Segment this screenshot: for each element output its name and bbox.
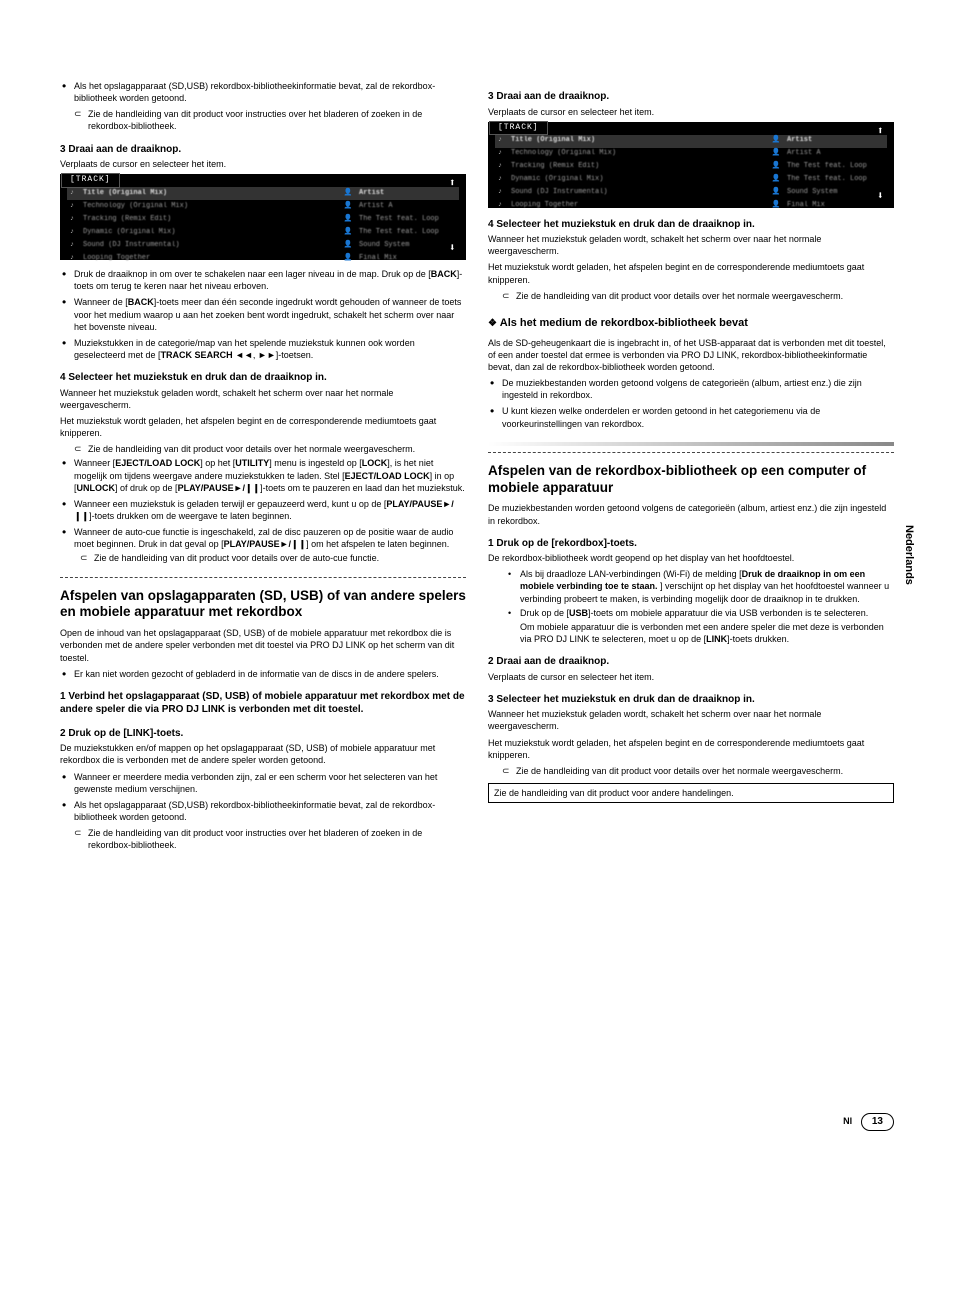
step-a2-p: De muziekstukken en/of mappen op het ops… [60, 742, 466, 766]
list-item: De muziekbestanden worden getoond volgen… [502, 377, 894, 401]
list-item: Wanneer er meerdere media verbonden zijn… [74, 771, 466, 795]
track-row: ♪Tracking (Remix Edit)👤The Test feat. Lo… [67, 213, 459, 226]
track-row: ♪Tracking (Remix Edit)👤The Test feat. Lo… [495, 161, 887, 174]
pre-bullets: Als het opslagapparaat (SD,USB) rekordbo… [60, 80, 466, 104]
page-number: 13 [861, 1113, 894, 1131]
up-icon: ⬆ [877, 125, 891, 140]
list-item: Zie de handleiding van dit product voor … [516, 290, 894, 302]
step-a1: 1 Verbind het opslagapparaat (SD, USB) o… [60, 690, 466, 717]
section-b-title: Afspelen van de rekordbox-bibliotheek op… [488, 463, 894, 497]
list-item: Als bij draadloze LAN-verbindingen (Wi-F… [520, 568, 894, 604]
track-header-row: ♪ Title (Original Mix) 👤 Artist [495, 135, 887, 148]
artist-icon: 👤 [343, 189, 353, 198]
footer-lang: Nl [843, 1115, 852, 1127]
step-a2-bullets: Wanneer er meerdere media verbonden zijn… [60, 771, 466, 824]
language-side-tab: Nederlands [901, 525, 916, 585]
r4-title: 4 Selecteer het muziekstuk en druk dan d… [488, 218, 894, 232]
list-item: Zie de handleiding van dit product voor … [88, 108, 466, 132]
b2-title: 2 Draai aan de draaiknop. [488, 655, 894, 669]
track-row: ♪Looping Together👤Final Mix [495, 200, 887, 213]
down-icon: ⬇ [877, 190, 891, 205]
down-icon: ⬇ [449, 242, 463, 257]
list-item: Druk op de [USB]-toets om mobiele appara… [520, 607, 894, 645]
step-3-title: 3 Draai aan de draaiknop. [60, 143, 466, 157]
step-4-bullets: Wanneer [EJECT/LOAD LOCK] op het [UTILIT… [60, 457, 466, 564]
page-footer: Nl 13 [60, 1113, 894, 1131]
r4-arrow: Zie de handleiding van dit product voor … [488, 290, 894, 302]
b3-title: 3 Selecteer het muziekstuk en druk dan d… [488, 693, 894, 707]
track-row: ♪Dynamic (Original Mix)👤The Test feat. L… [495, 174, 887, 187]
list-item: Muziekstukken in de categorie/map van he… [74, 337, 466, 361]
gradient-divider [488, 442, 894, 446]
list-item: Als het opslagapparaat (SD,USB) rekordbo… [74, 80, 466, 104]
left-column: Als het opslagapparaat (SD,USB) rekordbo… [60, 80, 466, 853]
track-browser-illustration-left: [TRACK] ♪ Title (Original Mix) 👤 Artist … [60, 174, 466, 260]
list-item: Zie de handleiding van dit product voor … [516, 765, 894, 777]
step-4-title: 4 Selecteer het muziekstuk en druk dan d… [60, 371, 466, 385]
step-4-arrow1: Zie de handleiding van dit product voor … [60, 443, 466, 455]
list-item: Er kan niet worden gezocht of gebladerd … [74, 668, 466, 680]
track-tab: [TRACK] [489, 121, 548, 136]
r4-p2: Het muziekstuk wordt geladen, het afspel… [488, 261, 894, 285]
list-item: Zie de handleiding van dit product voor … [94, 552, 466, 564]
list-item: Wanneer de [BACK]-toets meer dan één sec… [74, 296, 466, 332]
section-b-intro: De muziekbestanden worden getoond volgen… [488, 502, 894, 526]
step-4-p2: Het muziekstuk wordt geladen, het afspel… [60, 415, 466, 439]
list-item: Zie de handleiding van dit product voor … [88, 443, 466, 455]
list-item: U kunt kiezen welke onderdelen er worden… [502, 405, 894, 429]
track-browser-illustration-right: [TRACK] ♪ Title (Original Mix) 👤 Artist … [488, 122, 894, 208]
track-row: ♪Sound (DJ Instrumental)👤Sound System [495, 187, 887, 200]
page-columns: Als het opslagapparaat (SD,USB) rekordbo… [60, 80, 894, 853]
b3-arrow: Zie de handleiding van dit product voor … [488, 765, 894, 777]
list-item: Druk de draaiknop in om over te schakele… [74, 268, 466, 292]
track-row: ♪Looping Together👤Final Mix [67, 252, 459, 265]
diamond-bullets: De muziekbestanden worden getoond volgen… [488, 377, 894, 430]
right-column: 3 Draai aan de draaiknop. Verplaats de c… [488, 80, 894, 853]
list-item: Wanneer de auto-cue functie is ingeschak… [74, 526, 466, 564]
b3-p2: Het muziekstuk wordt geladen, het afspel… [488, 737, 894, 761]
b1-bullets: Als bij draadloze LAN-verbindingen (Wi-F… [488, 568, 894, 645]
track-tab: [TRACK] [61, 173, 120, 188]
track-artist: Artist [359, 189, 459, 198]
diamond-p: Als de SD-geheugenkaart die is ingebrach… [488, 337, 894, 373]
b2-sub: Verplaats de cursor en selecteer het ite… [488, 671, 894, 683]
divider [60, 577, 466, 578]
note-box: Zie de handleiding van dit product voor … [488, 783, 894, 803]
list-item: Als het opslagapparaat (SD,USB) rekordbo… [74, 799, 466, 823]
section-a-title: Afspelen van opslagapparaten (SD, USB) o… [60, 588, 466, 622]
r3-sub: Verplaats de cursor en selecteer het ite… [488, 106, 894, 118]
post-track-bullets: Druk de draaiknop in om over te schakele… [60, 268, 466, 361]
step-a2-title: 2 Druk op de [LINK]-toets. [60, 727, 466, 741]
section-a-intro: Open de inhoud van het opslagapparaat (S… [60, 627, 466, 663]
track-title: Title (Original Mix) [83, 189, 337, 198]
track-row: ♪Dynamic (Original Mix)👤The Test feat. L… [67, 226, 459, 239]
up-icon: ⬆ [449, 177, 463, 192]
step-3-sub: Verplaats de cursor en selecteer het ite… [60, 158, 466, 170]
r4-p1: Wanneer het muziekstuk geladen wordt, sc… [488, 233, 894, 257]
diamond-heading: Als het medium de rekordbox-bibliotheek … [488, 316, 894, 331]
list-item: Wanneer een muziekstuk is geladen terwij… [74, 498, 466, 522]
r3-title: 3 Draai aan de draaiknop. [488, 90, 894, 104]
b1-p: De rekordbox-bibliotheek wordt geopend o… [488, 552, 894, 564]
list-item: Zie de handleiding van dit product voor … [88, 827, 466, 851]
track-row: ♪Sound (DJ Instrumental)👤Sound System [67, 239, 459, 252]
section-a-bullets: Er kan niet worden gezocht of gebladerd … [60, 668, 466, 680]
track-row: ♪Technology (Original Mix)👤Artist A [67, 200, 459, 213]
divider [488, 452, 894, 453]
track-header-row: ♪ Title (Original Mix) 👤 Artist [67, 187, 459, 200]
pre-arrows: Zie de handleiding van dit product voor … [60, 108, 466, 132]
track-row: ♪Technology (Original Mix)👤Artist A [495, 148, 887, 161]
step-a2-arrow: Zie de handleiding van dit product voor … [60, 827, 466, 851]
step-4-p1: Wanneer het muziekstuk geladen wordt, sc… [60, 387, 466, 411]
list-item: Wanneer [EJECT/LOAD LOCK] op het [UTILIT… [74, 457, 466, 493]
note-icon: ♪ [67, 189, 77, 198]
b1-title: 1 Druk op de [rekordbox]-toets. [488, 537, 894, 551]
b3-p1: Wanneer het muziekstuk geladen wordt, sc… [488, 708, 894, 732]
